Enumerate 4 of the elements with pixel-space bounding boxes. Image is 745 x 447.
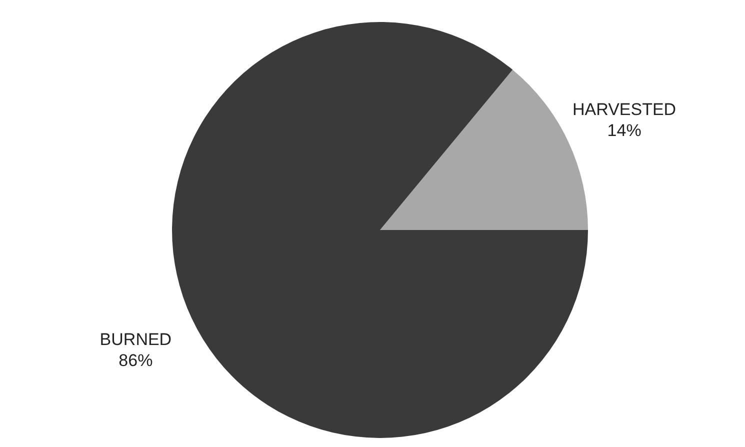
data-label: 14% (607, 121, 642, 140)
data-label: 86% (118, 350, 153, 370)
slice-label: BURNED (100, 330, 172, 349)
slice-label: HARVESTED (572, 100, 676, 120)
